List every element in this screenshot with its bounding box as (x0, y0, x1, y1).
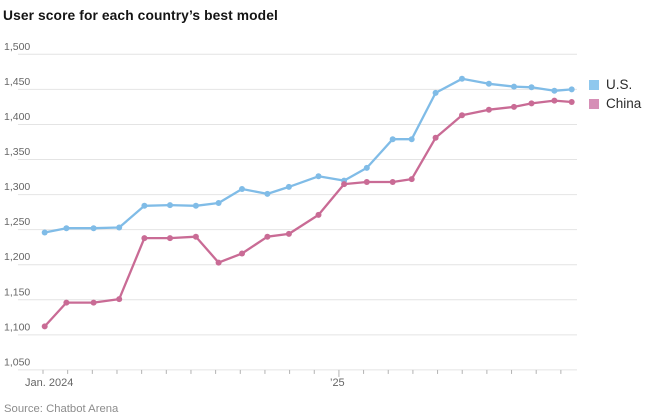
china-data-point (432, 134, 439, 141)
us-data-point (63, 225, 70, 232)
china-data-point (341, 181, 348, 188)
us-legend-label: U.S. (606, 76, 633, 92)
china-data-point (41, 323, 48, 330)
us-data-point (239, 186, 245, 192)
china-data-point (141, 235, 148, 242)
us-data-point (432, 89, 439, 96)
china-data-point (459, 112, 465, 119)
china-data-point (116, 296, 123, 303)
china-data-point (363, 179, 370, 185)
us-data-point (363, 164, 370, 171)
china-data-point (511, 103, 517, 110)
y-axis-label: 1,450 (4, 76, 30, 88)
us-legend-swatch (589, 79, 599, 90)
y-axis-label: 1,050 (4, 356, 30, 368)
china-data-point (239, 250, 245, 257)
china-data-point (215, 259, 222, 266)
legend-item-us: U.S. (589, 78, 641, 91)
china-line (43, 99, 573, 328)
china-data-point (264, 233, 271, 240)
y-axis-label: 1,500 (4, 41, 30, 53)
x-axis-label-25: ’25 (330, 377, 345, 389)
china-data-point (485, 106, 492, 113)
us-data-point (389, 136, 396, 143)
us-line (43, 77, 573, 234)
us-data-point (459, 75, 465, 82)
legend: U.S. China (589, 78, 641, 110)
china-data-point (90, 299, 97, 306)
y-axis-label: 1,300 (4, 181, 30, 193)
us-data-point (551, 87, 558, 94)
china-data-point (63, 299, 70, 306)
china-data-point (408, 176, 415, 183)
y-axis-label: 1,200 (4, 251, 30, 263)
china-legend-swatch (589, 98, 599, 109)
legend-item-china: China (589, 97, 641, 110)
source-note: Source: Chatbot Arena (4, 403, 119, 415)
china-data-point (192, 233, 199, 240)
china-data-point (167, 235, 173, 242)
china-data-point (389, 179, 396, 185)
y-axis-label: 1,100 (4, 321, 30, 333)
x-axis-label-jan-2024: Jan. 2024 (25, 377, 74, 389)
us-data-point (315, 173, 322, 180)
us-data-point (167, 202, 173, 209)
china-data-point (568, 99, 575, 105)
y-axis-label: 1,400 (4, 111, 30, 123)
y-axis-label: 1,350 (4, 146, 30, 158)
us-data-point (41, 229, 48, 236)
us-data-point (141, 202, 148, 209)
chart-title: User score for each country’s best model (3, 8, 278, 23)
us-data-point (485, 80, 492, 87)
us-data-point (528, 84, 535, 91)
china-data-point (285, 230, 292, 237)
us-data-point (568, 86, 575, 93)
us-data-point (192, 202, 199, 209)
us-data-point (285, 183, 292, 190)
china-data-point (528, 100, 535, 107)
y-axis-label: 1,150 (4, 286, 30, 298)
china-data-point (315, 211, 322, 218)
y-axis-label: 1,250 (4, 216, 30, 228)
china-data-point (551, 97, 558, 104)
us-data-point (116, 224, 123, 231)
china-legend-label: China (606, 95, 642, 111)
us-data-point (264, 190, 271, 197)
us-data-point (215, 200, 222, 206)
us-data-point (90, 225, 97, 232)
us-data-point (408, 136, 415, 143)
us-data-point (511, 83, 517, 90)
